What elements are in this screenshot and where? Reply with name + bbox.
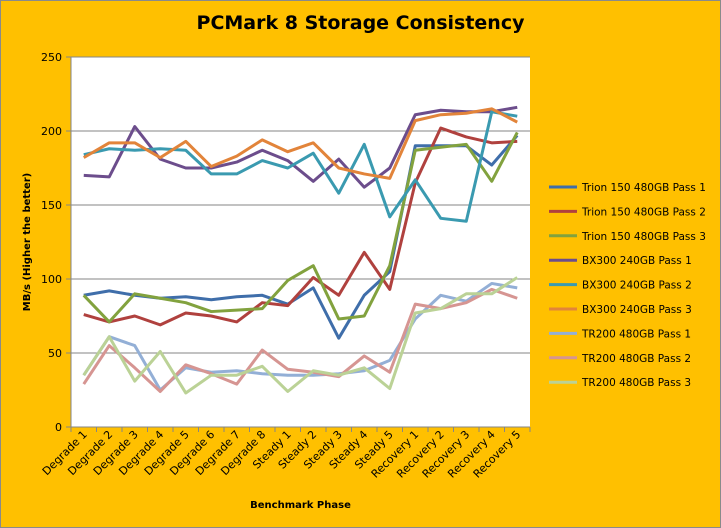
legend-entry: BX300 240GB Pass 3 (582, 304, 692, 316)
y-axis-title: MB/s (Higher the better) (22, 173, 33, 311)
y-tick-label: 250 (41, 51, 62, 64)
series-line-bx300-240gb-pass-2 (83, 110, 518, 223)
legend-entry: BX300 240GB Pass 2 (582, 280, 692, 292)
y-tick-label: 0 (55, 421, 62, 434)
legend-entry: BX300 240GB Pass 1 (582, 255, 692, 267)
legend-entry: TR200 480GB Pass 3 (581, 377, 691, 389)
x-axis-title: Benchmark Phase (250, 500, 351, 511)
legend-entry: TR200 480GB Pass 2 (581, 353, 691, 365)
y-tick-label: 100 (41, 273, 62, 286)
y-tick-label: 150 (41, 199, 62, 212)
series-line-trion-150-480gb-pass-2 (83, 126, 518, 327)
legend-entry: Trion 150 480GB Pass 3 (581, 231, 706, 243)
legend-entry: Trion 150 480GB Pass 2 (581, 206, 706, 218)
y-tick-label: 200 (41, 125, 62, 138)
legend-entry: Trion 150 480GB Pass 1 (581, 182, 706, 194)
legend-entry: TR200 480GB Pass 1 (581, 328, 691, 340)
series-line-tr200-480gb-pass-3 (82, 276, 519, 395)
series-line-trion-150-480gb-pass-3 (82, 131, 519, 324)
series-line-bx300-240gb-pass-3 (82, 107, 518, 180)
y-tick-label: 50 (48, 347, 62, 360)
chart-title: PCMark 8 Storage Consistency (196, 12, 525, 34)
series-line-tr200-480gb-pass-1 (82, 281, 518, 392)
